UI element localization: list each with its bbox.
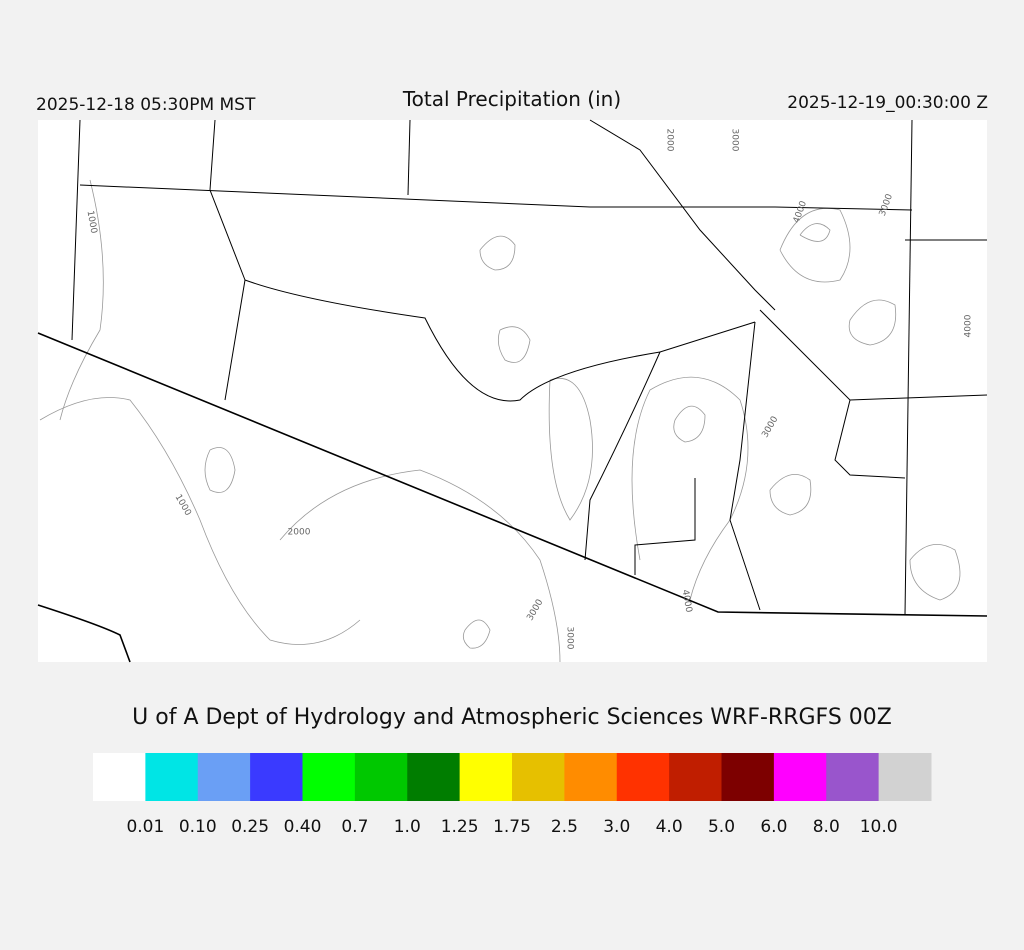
map-area	[38, 120, 987, 662]
color-label: 1.75	[493, 817, 531, 837]
color-box	[145, 753, 199, 801]
color-label: 0.01	[126, 817, 164, 837]
color-label: 8.0	[813, 817, 840, 837]
color-label: 4.0	[656, 817, 683, 837]
color-label: 0.7	[341, 817, 368, 837]
color-box	[826, 753, 880, 801]
contour-label: 3000	[730, 129, 740, 152]
color-label: 3.0	[603, 817, 630, 837]
boundaries	[37, 119, 988, 663]
color-box	[669, 753, 722, 801]
color-label: 1.0	[394, 817, 421, 837]
contour-label: 4000	[964, 314, 974, 337]
color-box	[354, 753, 408, 801]
color-label: 2.5	[551, 817, 578, 837]
contour-label: 2000	[288, 528, 311, 538]
contour-label: 2000	[665, 129, 675, 152]
title: Total Precipitation (in)	[402, 87, 621, 111]
valid-local: 2025-12-18 05:30PM MST	[36, 95, 256, 115]
color-label: 0.40	[284, 817, 322, 837]
contours	[39, 179, 961, 663]
contour-label: 1000	[85, 210, 99, 235]
color-box	[197, 753, 251, 801]
valid-utc: 2025-12-19_00:30:00 Z	[787, 93, 988, 113]
color-box	[459, 753, 513, 801]
color-label: 10.0	[860, 817, 898, 837]
contour-label: 3000	[565, 627, 575, 650]
color-box	[773, 753, 827, 801]
color-box	[93, 753, 146, 801]
color-box	[512, 753, 565, 801]
color-label: 0.25	[231, 817, 269, 837]
colorbar: 0.01 0.10 0.25 0.40 0.7 1.0 1.25 1.75 2.5 3.0 4.0 5…	[93, 753, 932, 837]
contour-label: 4000	[680, 589, 694, 614]
color-box	[721, 753, 775, 801]
color-box	[616, 753, 670, 801]
color-label: 6.0	[760, 817, 787, 837]
color-label: 1.25	[441, 817, 479, 837]
color-box	[878, 753, 932, 801]
credit: U of A Dept of Hydrology and Atmospheric…	[132, 705, 892, 730]
color-box	[302, 753, 356, 801]
color-box	[564, 753, 618, 801]
color-box	[407, 753, 461, 801]
color-label: 5.0	[708, 817, 735, 837]
color-box	[250, 753, 303, 801]
color-label: 0.10	[179, 817, 217, 837]
